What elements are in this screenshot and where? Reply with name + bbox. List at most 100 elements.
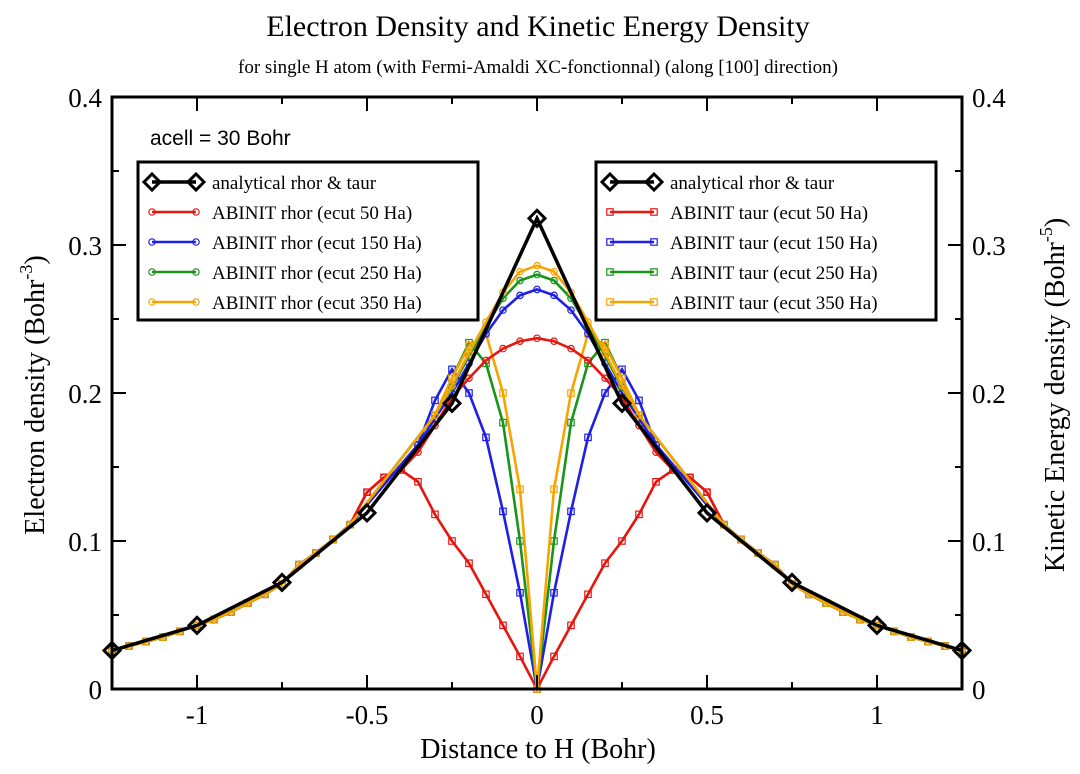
rho-series-3-point bbox=[601, 349, 609, 357]
acell-annotation: acell = 30 Bohr bbox=[150, 127, 291, 150]
rho-series-2-line bbox=[111, 273, 963, 652]
tau-series-0-point bbox=[431, 510, 439, 519]
tau-series-1-line bbox=[111, 366, 963, 690]
rho-series-0-point bbox=[465, 374, 473, 383]
tau-series-1-point bbox=[550, 588, 558, 597]
legend-swatch-marker bbox=[606, 268, 614, 276]
y-axis-label-left-text: Electron density (Bohr bbox=[20, 279, 51, 535]
tau-series-0-point bbox=[567, 621, 575, 630]
tau-series-1-point bbox=[482, 433, 490, 442]
x-tick-label: 1 bbox=[870, 700, 884, 730]
legend-entry-label: ABINIT taur (ecut 50 Ha) bbox=[670, 203, 868, 224]
rho-series-1-point bbox=[550, 291, 558, 300]
rho-series-3-point bbox=[618, 381, 626, 390]
legend-swatch-marker bbox=[606, 238, 614, 246]
rho-series-2-point bbox=[550, 276, 558, 285]
rho-series-2-point bbox=[533, 270, 541, 279]
legend-swatch-marker bbox=[148, 238, 156, 246]
rho-series-0-point bbox=[516, 337, 524, 346]
rho-series-3-line bbox=[111, 264, 963, 652]
legend-swatch-marker bbox=[606, 208, 614, 216]
tau-series-0-point bbox=[465, 559, 473, 568]
rho-series-1-point bbox=[516, 291, 524, 300]
y-tick-label-right: 0.2 bbox=[972, 379, 1006, 409]
legend-entry-label: ABINIT taur (ecut 350 Ha) bbox=[670, 293, 878, 314]
tau-series-0-point bbox=[414, 478, 422, 486]
rho-series-0-point bbox=[567, 344, 575, 353]
rho-series-0-point bbox=[482, 356, 490, 365]
rho-series-3-point bbox=[465, 349, 473, 357]
analytical-point bbox=[781, 572, 803, 593]
tau-series-1-point bbox=[431, 396, 439, 405]
tau-series-1-point bbox=[584, 433, 592, 442]
legend-entry-label: ABINIT taur (ecut 150 Ha) bbox=[670, 233, 878, 254]
chart-subtitle: for single H atom (with Fermi-Amaldi XC-… bbox=[238, 57, 838, 78]
rho-series-0-point bbox=[584, 356, 592, 365]
tau-series-0-point bbox=[635, 510, 643, 519]
tau-series-0-point bbox=[448, 537, 456, 545]
y-axis-label-left-close: ) bbox=[20, 255, 51, 264]
x-tick-label: -0.5 bbox=[346, 700, 389, 730]
rho-series-3-point bbox=[516, 267, 524, 276]
rho-series-3-point bbox=[431, 411, 439, 420]
rho-series-3-point bbox=[448, 381, 456, 390]
legend-entry-label: ABINIT rhor (ecut 50 Ha) bbox=[212, 203, 412, 224]
legend-left: analytical rhor & taur ABINIT rhor (ecut … bbox=[136, 160, 480, 322]
tau-series-3-line bbox=[111, 331, 963, 690]
legend-swatch-marker bbox=[192, 268, 200, 276]
y-tick-label-right: 0 bbox=[972, 675, 986, 705]
tau-series-0-point bbox=[618, 537, 626, 545]
rho-series-1-point bbox=[499, 306, 507, 314]
tau-series-3-point bbox=[550, 485, 558, 494]
y-tick-label-left: 0 bbox=[89, 675, 103, 705]
legend-swatch-marker bbox=[650, 268, 658, 276]
analytical-point bbox=[611, 393, 633, 414]
legend-swatch-marker bbox=[192, 298, 200, 306]
rho-series-0-point bbox=[363, 488, 371, 496]
analytical-point bbox=[271, 572, 293, 593]
rho-series-3-point bbox=[550, 267, 558, 276]
tau-series-3-point bbox=[499, 389, 507, 397]
y-axis-label-right: Kinetic Energy density (Bohr-5) bbox=[1036, 218, 1071, 572]
legend-swatch-marker bbox=[650, 238, 658, 246]
analytical-point bbox=[356, 502, 378, 524]
series-layer bbox=[101, 208, 973, 693]
tau-series-0-point bbox=[482, 590, 490, 599]
rho-series-0-point bbox=[703, 488, 711, 496]
tau-series-1-point bbox=[601, 389, 609, 397]
y-tick-label-left: 0.4 bbox=[68, 83, 102, 113]
legend-entry-label: ABINIT rhor (ecut 150 Ha) bbox=[212, 233, 422, 254]
rho-series-2-point bbox=[516, 276, 524, 285]
analytical-point bbox=[441, 393, 463, 414]
y-tick-label-right: 0.4 bbox=[972, 83, 1006, 113]
legend-entry-label: ABINIT rhor (ecut 350 Ha) bbox=[212, 293, 422, 314]
x-axis-label: Distance to H (Bohr) bbox=[420, 734, 656, 765]
legend-swatch-marker bbox=[650, 208, 658, 216]
tau-series-0-point bbox=[601, 559, 609, 568]
chart-title: Electron Density and Kinetic Energy Dens… bbox=[266, 10, 809, 43]
y-tick-label-right: 0.3 bbox=[972, 231, 1006, 261]
rho-series-3-point bbox=[533, 261, 541, 270]
analytical-point bbox=[696, 502, 718, 524]
legend-swatch-marker bbox=[185, 171, 207, 193]
tau-series-1-point bbox=[499, 507, 507, 516]
y-tick-label-right: 0.1 bbox=[972, 527, 1006, 557]
legend-swatch-marker bbox=[148, 298, 156, 306]
legend-swatch-marker bbox=[643, 171, 665, 193]
tau-series-0-point bbox=[652, 478, 660, 486]
tau-series-1-point bbox=[465, 389, 473, 397]
y-tick-label-left: 0.2 bbox=[68, 379, 102, 409]
legend-swatch-marker bbox=[650, 298, 658, 306]
legend-entry-label: analytical rhor & taur bbox=[670, 173, 835, 194]
tau-series-1-point bbox=[516, 588, 524, 597]
legend-swatch-marker bbox=[192, 208, 200, 216]
legend-swatch-marker bbox=[606, 298, 614, 306]
rho-series-0-point bbox=[550, 337, 558, 346]
tau-series-0-point bbox=[550, 652, 558, 661]
x-tick-label: 0.5 bbox=[690, 700, 724, 730]
tau-series-1-point bbox=[635, 396, 643, 405]
y-axis-label-right-close: ) bbox=[1040, 218, 1071, 227]
rho-series-1-point bbox=[567, 306, 575, 314]
rho-series-0-point bbox=[601, 374, 609, 383]
